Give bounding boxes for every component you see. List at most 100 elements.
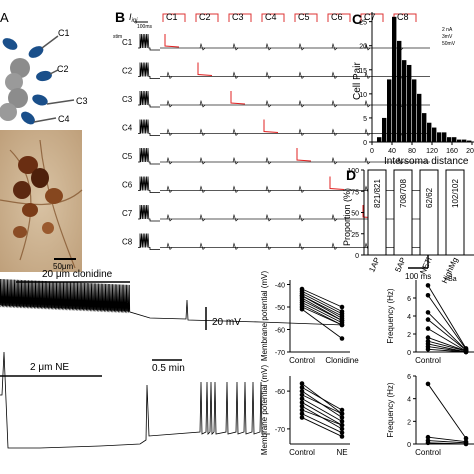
c-y-label: Cell Pair — [352, 62, 363, 100]
coupling-transient — [232, 242, 239, 251]
pair-line — [301, 290, 343, 312]
column-header-6: C6 — [331, 12, 343, 22]
self-response-trace — [197, 62, 213, 76]
coupling-transient — [331, 156, 338, 165]
plot-ytick-label: -40 — [275, 283, 285, 290]
coupling-transient — [265, 156, 272, 165]
spike-burst — [138, 90, 160, 108]
plot-ytick-label: 4 — [407, 397, 411, 404]
c-xtick-label: 40 — [388, 148, 396, 155]
plot-ytick-label: 0 — [407, 350, 411, 357]
pair-point-control — [299, 411, 305, 417]
coupling-transient — [331, 242, 338, 251]
coupling-transient — [364, 156, 371, 165]
panel-e-traces: 20 μm clonidine 20 mV 0.5 min 2 μm NE — [0, 269, 345, 449]
coupling-transient — [364, 128, 371, 137]
coupling-transient — [232, 42, 239, 51]
coupling-transient — [364, 42, 371, 51]
time-scale-label-e: 0.5 min — [152, 363, 185, 374]
d-ytick-label: 25 — [351, 232, 359, 239]
bar-category-label: 5AP — [393, 256, 408, 274]
stained-neuron — [45, 188, 63, 204]
coupling-transient — [265, 71, 272, 80]
pair-line — [301, 394, 343, 415]
c-xtick-label: 80 — [408, 148, 416, 155]
plot-xtick-label: Clonidine — [325, 356, 359, 365]
coupling-transient — [265, 242, 272, 251]
self-response-trace — [263, 119, 279, 133]
pair-point-treatment — [339, 426, 345, 432]
coupling-transient — [232, 128, 239, 137]
pair-line — [427, 312, 467, 351]
electrode — [49, 69, 59, 75]
bar-category-label: 1AP — [367, 256, 382, 274]
pair-line — [427, 295, 467, 350]
pair-line — [301, 293, 343, 315]
pair-line — [301, 409, 343, 426]
time-scale-label: 100 ms — [405, 272, 431, 281]
electrode — [41, 35, 59, 49]
plot-ytick-label: 0 — [407, 442, 411, 449]
coupling-transient — [232, 71, 239, 80]
panel-c-letter: C — [352, 11, 362, 27]
coupling-transient — [199, 185, 206, 194]
stim-pulse-marker — [162, 13, 186, 22]
histogram-bar — [412, 79, 417, 142]
ne-bar-label: 2 μm NE — [30, 362, 69, 373]
pair-line — [427, 383, 467, 439]
pair-point-control — [299, 407, 305, 413]
recorded-cell — [36, 70, 52, 82]
histogram-bar — [457, 139, 462, 142]
bar-count-label: 62/62 — [425, 187, 434, 208]
d-y-label: Proportion (%) — [342, 188, 352, 246]
stim-pulse-marker — [294, 13, 318, 22]
coupling-transient — [298, 99, 305, 108]
pair-line — [427, 442, 467, 445]
pair-line — [427, 440, 467, 444]
column-header-8: C8 — [397, 12, 409, 22]
stained-neuron — [22, 203, 38, 217]
coupling-transient — [199, 242, 206, 251]
spike-burst — [138, 62, 160, 79]
d-extra-label: +Ba — [444, 276, 457, 283]
pair-line — [301, 402, 343, 426]
histogram-bar — [427, 122, 432, 142]
plot-y-label: Membrane potential (mV) — [260, 365, 269, 456]
panel-a-schematic: A C1 C2 C3 C4 — [0, 10, 88, 125]
panel-c: C 0 5 10 15 20 25 0 40 80 120 160 200 Cell Pair In… — [352, 11, 474, 167]
stim-pulse-marker — [327, 13, 351, 22]
coupling-transient — [166, 99, 173, 108]
paired-plot-3: 0 2 4 6 Frequency (Hz) Control — [386, 280, 474, 365]
c-xtick-label: 0 — [370, 148, 374, 155]
coupling-transient — [232, 156, 239, 165]
bar-count-label: 102/102 — [451, 179, 460, 208]
recorded-cell — [21, 111, 35, 125]
column-header-2: C2 — [199, 12, 211, 22]
row-label-3: C3 — [122, 95, 133, 104]
coupling-transient — [265, 185, 272, 194]
spike-burst — [138, 233, 160, 250]
recorded-cell — [32, 94, 48, 106]
bar-count-label: 821/821 — [373, 179, 382, 208]
d-ytick-label: 100 — [347, 168, 359, 175]
coupling-transient — [364, 99, 371, 108]
c-xtick-label: 160 — [446, 148, 458, 155]
plot-xtick-label: Control — [289, 448, 315, 457]
column-header-5: C5 — [298, 12, 310, 22]
pair-line — [301, 386, 343, 411]
pair-line — [427, 337, 467, 352]
pair-line — [301, 413, 343, 434]
column-header-3: C3 — [232, 12, 244, 22]
paired-plot-4: 0 2 4 6 Frequency (Hz) Control — [386, 374, 474, 457]
recorded-cell — [2, 38, 18, 50]
coupling-transient — [199, 42, 206, 51]
pair-line — [427, 319, 467, 351]
ne-trace — [0, 351, 270, 449]
row-label-5: C5 — [122, 152, 133, 161]
coupling-transient — [364, 71, 371, 80]
coupling-transient — [298, 242, 305, 251]
histogram-bar — [447, 137, 452, 142]
pair-point-control — [299, 396, 305, 401]
pair-line — [301, 308, 343, 339]
pair-line — [427, 348, 467, 353]
